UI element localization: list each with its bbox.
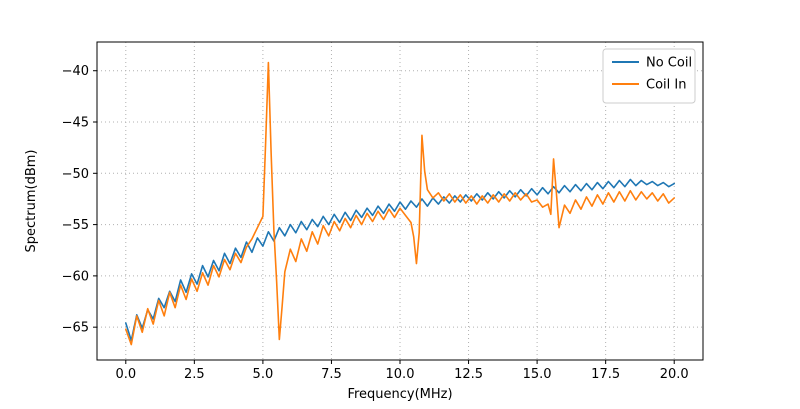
- x-tick-label: 15.0: [523, 367, 552, 382]
- x-tick-label: 0.0: [115, 367, 136, 382]
- x-tick-label: 10.0: [386, 367, 415, 382]
- y-tick-label: −60: [62, 269, 89, 284]
- y-tick-label: −55: [62, 218, 89, 233]
- legend-label-no-coil: No Coil: [646, 56, 692, 71]
- y-axis-label: Spectrum(dBm): [24, 150, 39, 253]
- x-tick-label: 2.5: [184, 367, 205, 382]
- x-tick-label: 5.0: [253, 367, 274, 382]
- y-tick-label: −40: [62, 64, 89, 79]
- legend-label-coil-in: Coil In: [646, 78, 686, 93]
- x-tick-label: 12.5: [454, 367, 483, 382]
- series-layer: [124, 61, 676, 346]
- y-tick-label: −50: [62, 167, 89, 182]
- x-tick-label: 7.5: [321, 367, 342, 382]
- x-tick-label: 17.5: [591, 367, 620, 382]
- x-axis-label: Frequency(MHz): [347, 387, 452, 402]
- y-tick-label: −45: [62, 116, 89, 131]
- x-tick-label: 20.0: [660, 367, 689, 382]
- series-line-no-coil: [124, 178, 676, 342]
- tick-layer: 0.0 2.5 5.0 7.5 10.0 12.5 15.0 17.5 20.0 −65 −60 −5…: [62, 64, 689, 382]
- series-line-coil-in: [124, 61, 676, 346]
- y-tick-label: −65: [62, 321, 89, 336]
- legend: No Coil Coil In: [602, 48, 696, 104]
